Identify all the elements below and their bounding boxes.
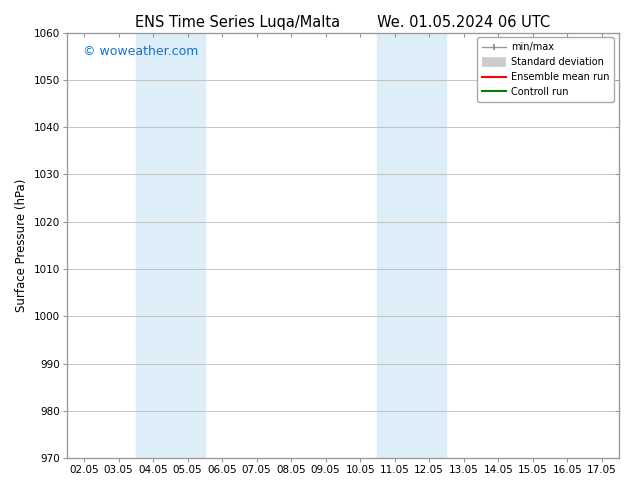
Y-axis label: Surface Pressure (hPa): Surface Pressure (hPa)	[15, 179, 28, 312]
Bar	[136, 32, 205, 458]
Legend: min/max, Standard deviation, Ensemble mean run, Controll run: min/max, Standard deviation, Ensemble me…	[477, 37, 614, 102]
Title: ENS Time Series Luqa/Malta        We. 01.05.2024 06 UTC: ENS Time Series Luqa/Malta We. 01.05.202…	[135, 15, 550, 30]
Text: © woweather.com: © woweather.com	[83, 45, 198, 58]
Bar	[377, 32, 446, 458]
